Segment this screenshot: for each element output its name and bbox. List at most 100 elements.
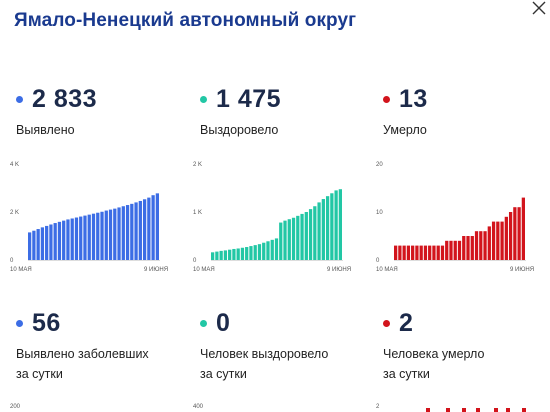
bar: [462, 236, 466, 260]
y-tick-label: 20: [376, 162, 383, 168]
chart-detected-daily-svg: 200: [10, 404, 21, 410]
bar: [432, 245, 436, 260]
close-button[interactable]: [529, 0, 549, 18]
page-title: Ямало-Ненецкий автономный округ: [14, 10, 357, 31]
bar: [117, 207, 121, 260]
bar: [426, 408, 430, 412]
y-tick-label: 10: [376, 210, 383, 216]
bar: [83, 215, 87, 260]
bar: [521, 197, 525, 260]
bar: [470, 236, 474, 260]
status-dot: [16, 320, 23, 327]
y-tick-label: 2 K: [193, 162, 202, 168]
bar: [446, 408, 450, 412]
bar: [270, 239, 274, 260]
bar: [300, 213, 304, 260]
chart-detected-daily: 200: [10, 400, 175, 412]
bar: [483, 231, 487, 260]
stat-value: 1 475: [216, 84, 282, 113]
status-dot: [200, 96, 207, 103]
bar: [79, 216, 83, 260]
bar: [66, 219, 70, 260]
bar: [496, 221, 500, 260]
status-dot: [200, 320, 207, 327]
bar: [462, 408, 466, 412]
stat-card-detected: 2 833 Выявлено: [16, 84, 181, 140]
bar: [53, 223, 57, 260]
bar: [45, 225, 49, 260]
x-end-label: 9 ИЮНЯ: [510, 267, 534, 273]
bar: [474, 231, 479, 260]
chart-died: 20 10 0 10 МАЯ 9 ИЮНЯ: [376, 158, 541, 278]
bar: [479, 231, 483, 260]
chart-recovered-daily-svg: 400: [193, 404, 204, 410]
bar: [334, 190, 338, 260]
stat-card-detected-daily: 56 Выявлено заболевших за сутки: [16, 308, 181, 384]
bar: [240, 247, 245, 260]
bar: [313, 206, 317, 260]
bar: [279, 222, 283, 260]
bar: [151, 195, 155, 260]
bar: [91, 213, 96, 260]
bar: [291, 217, 296, 260]
bar: [228, 249, 232, 260]
close-icon: [532, 1, 546, 15]
bar: [87, 214, 91, 260]
bar: [262, 242, 266, 260]
bar: [440, 245, 445, 260]
bar: [100, 211, 104, 260]
y-tick-label: 0: [376, 258, 380, 264]
bar: [274, 238, 279, 260]
chart-recovered-daily: 400: [193, 400, 358, 412]
bar: [211, 252, 215, 260]
stat-label: Выявлено: [16, 123, 75, 137]
bar: [236, 248, 240, 260]
chart-died-daily: 2: [376, 400, 541, 412]
bar: [428, 245, 432, 260]
bar: [308, 209, 313, 260]
bar: [32, 230, 36, 260]
bar: [394, 245, 398, 260]
chart-died-svg: 20 10 0 10 МАЯ 9 ИЮНЯ: [376, 162, 534, 273]
bar: [330, 193, 334, 260]
bar: [325, 196, 330, 260]
bar: [253, 245, 257, 260]
bar: [28, 232, 32, 260]
y-tick-label: 200: [10, 404, 21, 410]
bar: [457, 240, 462, 260]
bar: [57, 221, 62, 260]
bar: [215, 251, 219, 260]
x-end-label: 9 ИЮНЯ: [144, 267, 168, 273]
stat-label-line1: Человек выздоровело: [200, 347, 329, 361]
bar: [113, 208, 117, 260]
bar: [266, 241, 270, 260]
status-dot: [383, 96, 390, 103]
y-tick-label: 4 K: [10, 162, 19, 168]
bar: [96, 212, 100, 260]
bar: [494, 408, 498, 412]
bar: [219, 250, 223, 260]
stat-label-line1: Человека умерло: [383, 347, 485, 361]
stat-label-line2: за сутки: [16, 367, 63, 381]
status-dot: [16, 96, 23, 103]
x-start-label: 10 МАЯ: [10, 267, 32, 273]
bar: [40, 227, 45, 260]
stat-value: 0: [216, 308, 231, 337]
bar: [445, 240, 449, 260]
bar: [287, 219, 291, 260]
bar: [506, 408, 510, 412]
stat-label-line2: за сутки: [383, 367, 430, 381]
stat-value: 2 833: [32, 84, 98, 113]
x-end-label: 9 ИЮНЯ: [327, 267, 351, 273]
stat-card-recovered: 1 475 Выздоровело: [200, 84, 365, 140]
x-start-label: 10 МАЯ: [193, 267, 215, 273]
bar: [62, 220, 66, 260]
bar: [49, 224, 53, 260]
stat-label: Человека умерло за сутки: [383, 344, 548, 384]
bar: [402, 245, 406, 260]
bar: [130, 203, 134, 260]
bar: [504, 216, 508, 260]
bar: [134, 202, 138, 260]
bar: [423, 245, 428, 260]
stat-value: 2: [399, 308, 414, 337]
